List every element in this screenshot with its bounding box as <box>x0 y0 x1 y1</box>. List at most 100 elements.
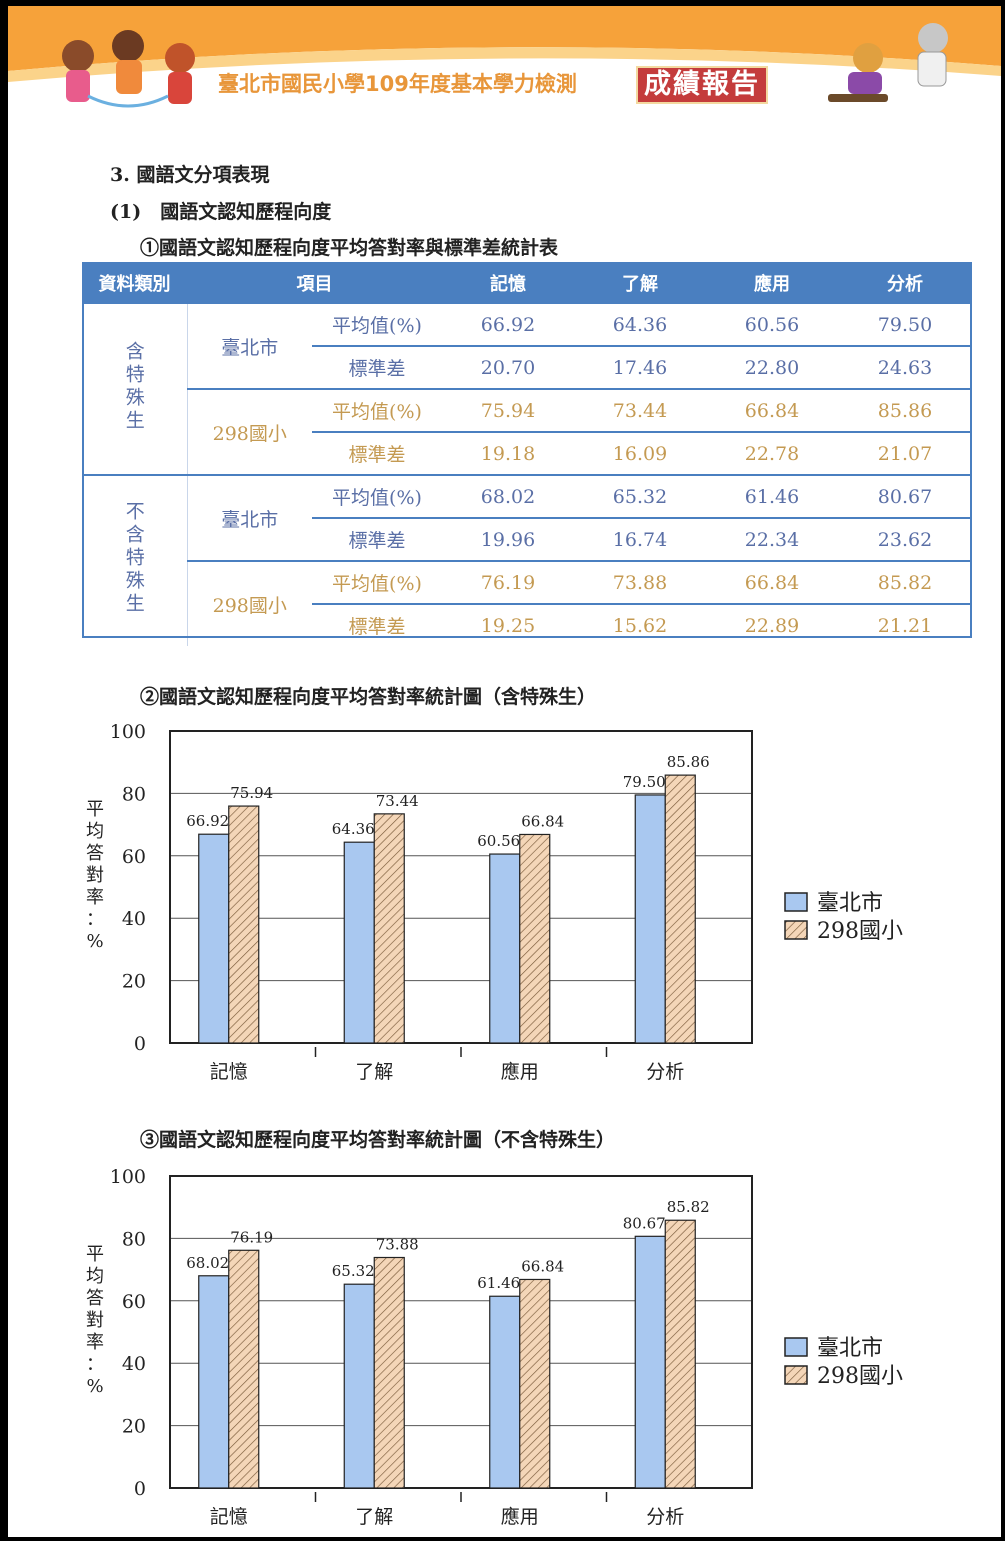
table-cell: 76.19 <box>442 561 574 605</box>
group-label: 含特殊生 <box>122 340 145 433</box>
y-tick-label: 100 <box>110 721 146 743</box>
y-axis-label-char: 率 <box>86 887 104 908</box>
bar-taipei <box>198 1275 230 1489</box>
plot-frame <box>169 730 753 1044</box>
bar-school-298 <box>228 805 260 1044</box>
data-label: 64.36 <box>332 820 375 838</box>
y-axis-label-char: 平 <box>86 1244 104 1265</box>
table-cell: 66.84 <box>706 561 838 605</box>
table-row: 標準差 19.96 16.74 22.34 23.62 <box>82 518 972 562</box>
data-label: 68.02 <box>186 1254 229 1272</box>
row-label: 標準差 <box>312 432 442 476</box>
y-axis-label-char: 對 <box>86 1310 104 1331</box>
legend-label: 臺北市 <box>817 1336 883 1361</box>
table-cell: 22.78 <box>706 432 838 476</box>
table-cell: 64.36 <box>574 304 706 347</box>
school-name: 298國小 <box>212 594 287 617</box>
data-label: 85.82 <box>667 1198 710 1216</box>
table-cell: 23.62 <box>838 518 972 562</box>
data-label: 61.46 <box>477 1274 520 1292</box>
bar-taipei <box>489 1295 521 1489</box>
bar-taipei <box>343 1283 375 1489</box>
row-label: 平均值(%) <box>312 304 442 347</box>
frame-border-bottom <box>0 1537 1005 1541</box>
chart-title-with-special: ②國語文認知歷程向度平均答對率統計圖（含特殊生） <box>140 686 597 708</box>
legend-swatch-298 <box>784 1365 808 1385</box>
y-axis-label-char: 均 <box>86 821 104 842</box>
table-cell: 60.56 <box>706 304 838 347</box>
y-axis-label-char: % <box>86 931 103 952</box>
x-tick-label: 記憶 <box>210 1061 248 1083</box>
banner-background <box>8 6 1001 108</box>
table-cell: 61.46 <box>706 475 838 519</box>
report-banner: 臺北市國民小學109年度基本學力檢測 成績報告 <box>8 6 1001 116</box>
bar-school-298 <box>519 833 551 1044</box>
y-axis-label-char: 率 <box>86 1332 104 1353</box>
row-label: 平均值(%) <box>312 475 442 519</box>
table-row: 不含特殊生 臺北市 平均值(%) 68.02 65.32 61.46 80.67 <box>82 475 972 646</box>
data-label: 66.92 <box>186 812 229 830</box>
y-axis-label-char: 對 <box>86 865 104 886</box>
table-cell: 80.67 <box>838 475 972 519</box>
row-label: 標準差 <box>312 518 442 562</box>
data-label: 76.19 <box>230 1228 273 1246</box>
y-axis-label: 平均答對率：% <box>86 799 104 952</box>
header-memory: 記憶 <box>442 262 574 304</box>
table-cell: 16.74 <box>574 518 706 562</box>
table-cell: 75.94 <box>442 389 574 433</box>
row-label: 標準差 <box>348 616 406 638</box>
data-label: 75.94 <box>230 784 273 802</box>
bar-school-298 <box>228 1249 260 1489</box>
bar-taipei <box>634 794 666 1044</box>
legend-label: 298國小 <box>817 1364 903 1389</box>
data-label: 66.84 <box>521 1257 564 1275</box>
table-row: 標準差 20.70 17.46 22.80 24.63 <box>82 346 972 390</box>
row-label: 平均值(%) <box>312 389 442 433</box>
y-tick-label: 20 <box>122 1416 146 1438</box>
school-name: 臺北市 <box>187 475 312 562</box>
x-tick-label: 了解 <box>355 1061 393 1083</box>
bar-taipei <box>343 841 375 1044</box>
table-cell: 66.92 <box>442 304 574 347</box>
y-tick-label: 60 <box>122 846 146 868</box>
table-row: 標準差 19.18 16.09 22.78 21.07 <box>82 432 972 476</box>
header-apply: 應用 <box>706 262 838 304</box>
table-header-row: 資料類別 項目 記憶 了解 應用 分析 <box>82 262 972 304</box>
x-tick-label: 了解 <box>355 1506 393 1528</box>
row-label: 標準差 <box>312 346 442 390</box>
banner-badge: 成績報告 <box>636 66 768 104</box>
x-tick-label: 記憶 <box>210 1506 248 1528</box>
bar-school-298 <box>664 1219 696 1489</box>
data-label: 60.56 <box>477 832 520 850</box>
table-cell: 17.46 <box>574 346 706 390</box>
y-axis-label-char: ： <box>86 1354 104 1375</box>
bar-taipei <box>634 1235 666 1489</box>
table-cell: 24.63 <box>838 346 972 390</box>
table-cell: 85.86 <box>838 389 972 433</box>
frame-border-top <box>0 0 1005 6</box>
banner-title: 臺北市國民小學109年度基本學力檢測 <box>218 72 577 96</box>
stats-table: 資料類別 項目 記憶 了解 應用 分析 含特殊生 臺北市 平均值(%) 66.9… <box>82 262 972 646</box>
table-cell: 79.50 <box>838 304 972 347</box>
table-cell: 15.62 <box>612 614 668 637</box>
legend-label: 臺北市 <box>817 891 883 916</box>
section-heading: 3. 國語文分項表現 <box>110 164 270 186</box>
children-illustration-right <box>828 23 948 102</box>
bar-school-298 <box>373 813 405 1044</box>
legend-swatch-taipei <box>784 892 808 912</box>
data-label: 65.32 <box>332 1262 375 1280</box>
y-axis-label-char: % <box>86 1376 103 1397</box>
data-label: 73.88 <box>376 1235 419 1253</box>
table-cell: 22.80 <box>706 346 838 390</box>
data-label: 85.86 <box>667 753 710 771</box>
table-cell: 22.89 <box>744 614 800 637</box>
row-label: 平均值(%) <box>312 561 442 605</box>
table-cell: 65.32 <box>574 475 706 519</box>
table-cell: 19.18 <box>442 432 574 476</box>
table-title: ①國語文認知歷程向度平均答對率與標準差統計表 <box>140 237 559 259</box>
data-label: 79.50 <box>623 773 666 791</box>
table-cell: 68.02 <box>442 475 574 519</box>
table-row: 標準差 19.25 15.62 22.89 21.21 <box>82 604 972 646</box>
